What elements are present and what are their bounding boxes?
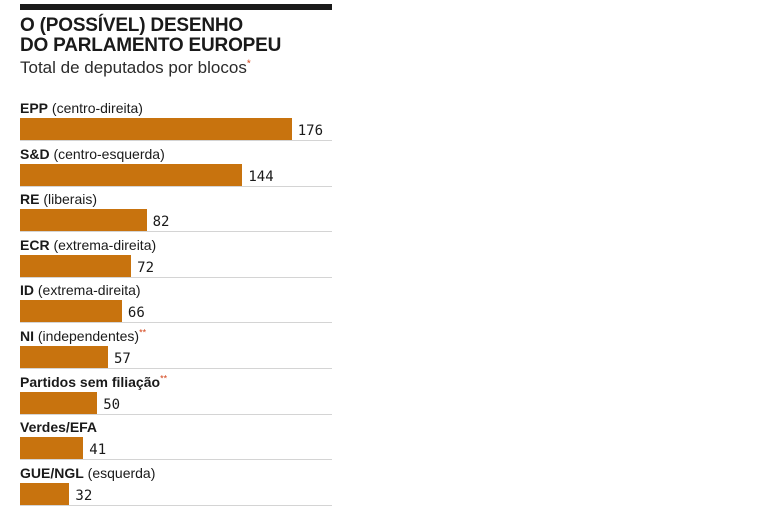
value-label: 41 [89,442,107,459]
bar [20,346,108,368]
category-label: Verdes/EFA [20,419,97,435]
category-desc: (esquerda) [83,464,156,481]
bar-baseline [20,276,332,278]
category-label: GUE/NGL (esquerda) [20,465,155,481]
category-desc: (extrema-direita) [49,236,157,253]
chart-subtitle-text: Total de deputados por blocos [20,58,247,77]
bar [20,391,98,414]
bar [20,482,70,505]
bar [20,437,84,460]
bar-baseline [20,504,332,506]
bar-baseline [20,322,332,324]
category-name: NI [20,328,34,344]
category-name: S&D [20,145,50,162]
top-rule [20,4,332,10]
category-desc: (extrema-direita) [34,282,141,299]
category-label: S&D (centro-esquerda) [20,146,165,162]
category-label: Partidos sem filiação** [20,372,168,390]
category-name: Partidos sem filiação [20,373,161,390]
category-label: RE (liberais) [20,191,97,207]
bar-baseline [20,459,332,461]
category-label: ECR (extrema-direita) [20,237,156,253]
value-label: 144 [248,168,274,185]
value-label: 32 [75,487,93,504]
value-label: 57 [114,351,131,367]
value-label: 50 [103,396,121,413]
category-desc: (independentes) [34,328,140,344]
category-desc: (centro-esquerda) [49,145,165,162]
bar-baseline [20,185,332,187]
value-label: 66 [127,305,145,322]
bar-baseline [20,368,332,369]
chart-subtitle: Total de deputados por blocos* [20,58,251,78]
category-label: NI (independentes)** [20,328,146,344]
bar [20,118,292,140]
bar [20,254,132,277]
bar [20,163,243,186]
category-name: ID [20,282,34,299]
category-label: EPP (centro-direita) [20,100,143,116]
category-name: EPP [20,100,49,116]
category-label: ID (extrema-direita) [20,282,141,298]
footnote-mark: ** [160,372,168,383]
value-label: 72 [137,259,155,276]
bar [20,300,122,323]
chart-title: O (POSSÍVEL) DESENHO DO PARLAMENTO EUROP… [20,15,282,56]
category-desc: (centro-direita) [48,100,143,116]
bar-baseline [20,140,332,141]
category-name: RE [20,191,40,208]
category-name: Verdes/EFA [20,419,98,436]
category-name: GUE/NGL [20,464,84,481]
value-label: 176 [297,123,324,139]
subtitle-footnote-mark: * [246,58,251,70]
value-label: 82 [152,214,170,231]
category-name: ECR [20,236,50,253]
category-desc: (liberais) [39,191,98,208]
bar-baseline [20,413,332,415]
bar [20,209,147,232]
footnote-mark: ** [139,327,147,338]
bar-baseline [20,231,332,233]
